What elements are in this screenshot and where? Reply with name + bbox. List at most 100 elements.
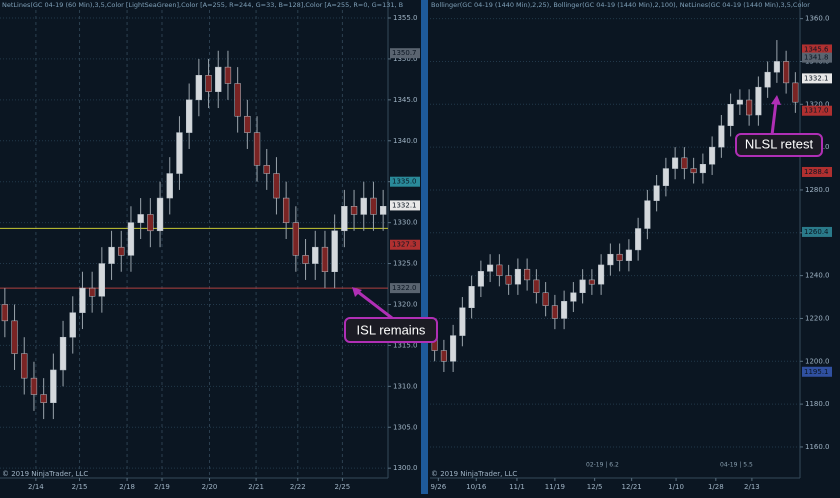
annotation: ISL remains [357, 322, 426, 337]
panel-divider [421, 0, 428, 494]
x-tick-label: 10/16 [466, 483, 487, 491]
candle-body [379, 206, 387, 215]
candle-body [672, 157, 679, 169]
annotation-arrowhead [771, 95, 781, 105]
x-tick-label: 1/28 [708, 483, 724, 491]
candle-body [156, 197, 164, 232]
y-tick-label: 1340.0 [393, 137, 418, 145]
candle-body [21, 353, 28, 379]
contract-label: 04-19 | 5.5 [720, 462, 753, 469]
candle-body [653, 185, 660, 201]
price-tag-label: 1288.4 [804, 168, 829, 176]
candle-body [108, 246, 115, 264]
footer: © 2019 NinjaTrader, LLC [2, 470, 88, 478]
annotation-arrow [770, 101, 778, 136]
candle-body [662, 168, 669, 186]
annotation: NLSL retest [745, 136, 814, 151]
candle-body [263, 165, 270, 174]
candle-body [195, 75, 203, 101]
candle-body [588, 279, 595, 285]
candle-body [681, 157, 688, 169]
y-tick-label: 1320.0 [805, 100, 830, 108]
candle-body [690, 168, 697, 174]
x-tick-label: 2/19 [154, 483, 170, 491]
x-tick-label: 2/20 [202, 483, 218, 491]
candle-body [764, 71, 771, 88]
candle-body [59, 336, 67, 371]
annotation-box [344, 317, 438, 343]
price-tag [390, 283, 420, 294]
y-tick-label: 1220.0 [805, 314, 830, 322]
price-tag-label: 1335.0 [392, 178, 417, 186]
price-tag [390, 239, 420, 250]
y-tick-label: 1360.0 [805, 15, 830, 23]
candle-body [616, 253, 623, 261]
candle-body [341, 206, 348, 232]
price-tag-label: 1341.8 [804, 54, 829, 62]
candle-body [542, 292, 549, 306]
y-tick-label: 1330.0 [393, 219, 418, 227]
candle-body [215, 66, 222, 92]
price-tag [390, 48, 420, 59]
candle-body [166, 173, 173, 199]
candle-body [370, 197, 377, 215]
price-tag-label: 1332.1 [804, 74, 829, 82]
price-tag [802, 44, 832, 55]
x-tick-label: 2/18 [119, 483, 135, 491]
price-tag [390, 176, 420, 187]
candle-body [234, 83, 241, 117]
candle-body [292, 222, 300, 256]
x-tick-label: 2/21 [248, 483, 264, 491]
candle-body [635, 228, 642, 251]
y-tick-label: 1200.0 [805, 357, 830, 365]
candle-body [137, 214, 144, 223]
x-tick-label: 2/14 [28, 483, 44, 491]
y-tick-label: 1300.0 [393, 464, 418, 472]
candle-body [282, 197, 290, 223]
candle-body [1, 304, 9, 322]
annotation-arrowhead [352, 287, 362, 297]
candle-body [11, 320, 18, 354]
candle-body [244, 115, 251, 133]
price-tag [802, 105, 832, 116]
y-tick-label: 1345.0 [393, 96, 418, 104]
x-tick-label: 2/25 [335, 483, 351, 491]
candle-body [450, 335, 457, 362]
x-tick-label: 11/1 [509, 483, 525, 491]
x-tick-label: 12/21 [622, 483, 642, 491]
candle-body [699, 164, 706, 174]
candle-body [505, 275, 512, 285]
candle-body [205, 75, 212, 92]
candle-body [253, 132, 261, 166]
candle-body [514, 268, 521, 285]
y-tick-label: 1240.0 [805, 272, 830, 280]
y-tick-label: 1315.0 [393, 341, 418, 349]
candle-body [302, 255, 309, 264]
candle-body [524, 268, 531, 281]
price-tag-label: 1317.0 [804, 107, 829, 115]
candle-body [468, 286, 475, 308]
y-tick-label: 1350.0 [393, 55, 418, 63]
candle-body [727, 104, 734, 126]
annotation-box [735, 133, 823, 157]
candle-body [350, 206, 358, 215]
candle-body [607, 253, 614, 266]
price-tag-label: 1345.6 [804, 45, 829, 53]
candle-body [88, 287, 96, 297]
candle-body [321, 246, 329, 272]
candle-body [746, 99, 753, 116]
price-tag [802, 52, 832, 63]
candle-body [533, 279, 540, 294]
annotation-arrow [357, 290, 393, 320]
candle-body [98, 263, 106, 297]
candle-body [477, 271, 484, 287]
y-tick-label: 1310.0 [393, 382, 418, 390]
candle-body [50, 369, 57, 403]
candle-body [360, 197, 367, 215]
candle-body [185, 99, 193, 133]
candle-body [224, 66, 232, 84]
candle-body [127, 222, 135, 256]
candle-body [570, 292, 577, 302]
price-tag-label: 1350.7 [392, 49, 417, 57]
candle-body [440, 350, 447, 362]
